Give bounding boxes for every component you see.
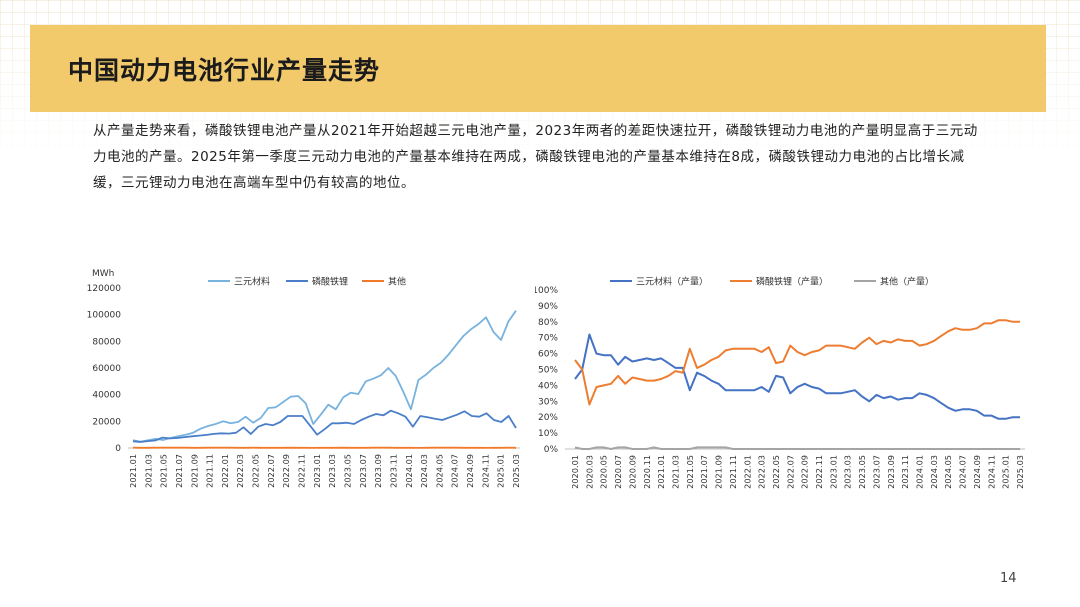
x-tick-label: 2022.09 <box>800 455 810 489</box>
summary-paragraph: 从产量走势来看，磷酸铁锂电池产量从2021年开始超越三元电池产量，2023年两者… <box>93 123 978 191</box>
y-tick-label: 20000 <box>92 417 121 427</box>
x-tick-label: 2024.01 <box>915 455 925 489</box>
x-tick-label: 2023.01 <box>828 455 838 489</box>
x-tick-label: 2022.01 <box>220 454 230 488</box>
x-tick-label: 2021.09 <box>189 454 199 488</box>
x-tick-label: 2025.01 <box>1001 455 1011 489</box>
x-tick-label: 2021.05 <box>159 454 169 488</box>
x-tick-label: 2025.03 <box>1015 455 1025 489</box>
y-tick-label: 90% <box>538 302 558 312</box>
line-series-1 <box>574 319 1020 406</box>
y-tick-label: 120000 <box>87 284 122 294</box>
x-tick-label: 2024.05 <box>943 455 953 489</box>
x-tick-label: 2021.09 <box>714 455 724 489</box>
x-tick-label: 2022.03 <box>757 455 767 489</box>
page-number: 14 <box>1000 571 1017 586</box>
x-tick-label: 2024.01 <box>404 454 414 488</box>
y-tick-label: 50% <box>538 366 558 376</box>
legend-label: 其他（产量） <box>880 276 934 288</box>
x-tick-label: 2024.03 <box>929 455 939 489</box>
x-tick-label: 2023.05 <box>857 455 867 489</box>
legend-label: 三元材料（产量） <box>636 276 708 288</box>
y-tick-label: 80% <box>538 318 558 328</box>
x-tick-label: 2025.03 <box>511 454 521 488</box>
y-tick-label: 80000 <box>92 337 121 347</box>
x-tick-label: 2021.07 <box>174 454 184 488</box>
x-tick-label: 2020.05 <box>599 455 609 489</box>
y-tick-label: 60000 <box>92 364 121 374</box>
x-tick-label: 2020.11 <box>642 455 652 489</box>
title-banner: 中国动力电池行业产量走势 <box>30 25 1046 112</box>
x-tick-label: 2023.09 <box>373 454 383 488</box>
x-tick-label: 2020.03 <box>584 455 594 489</box>
y-tick-label: 100000 <box>87 311 122 321</box>
line-series-0 <box>574 333 1020 420</box>
y-tick-label: 0 <box>115 444 121 454</box>
y-tick-label: 0% <box>544 445 559 455</box>
production-volume-chart: MWh 0 20000 40000 60000 80000 100000 120000 2021… <box>80 262 530 492</box>
x-tick-label: 2023.11 <box>388 454 398 488</box>
x-tick-label: 2020.07 <box>613 455 623 489</box>
chart-0-svg: MWh 0 20000 40000 60000 80000 100000 120000 2021… <box>87 269 521 488</box>
x-tick-label: 2024.07 <box>958 455 968 489</box>
x-tick-label: 2022.05 <box>251 454 261 488</box>
x-tick-label: 2024.09 <box>465 454 475 488</box>
x-tick-label: 2022.07 <box>266 454 276 488</box>
page-title: 中国动力电池行业产量走势 <box>68 56 381 85</box>
x-tick-label: 2024.09 <box>972 455 982 489</box>
line-series-2 <box>574 446 1020 450</box>
y-tick-label: 40000 <box>92 391 121 401</box>
x-tick-label: 2023.01 <box>312 454 322 488</box>
x-tick-label: 2023.09 <box>886 455 896 489</box>
x-tick-label: 2021.01 <box>128 454 138 488</box>
x-tick-label: 2023.03 <box>327 454 337 488</box>
x-tick-label: 2021.01 <box>656 455 666 489</box>
line-series-0 <box>132 310 517 443</box>
x-tick-label: 2022.09 <box>281 454 291 488</box>
y-axis-unit-label: MWh <box>92 269 114 279</box>
x-tick-label: 2022.11 <box>814 455 824 489</box>
production-share-chart: 0% 10% 20% 30% 40% 50% 60% 70% 80% 90% 100% 2020.01… <box>532 272 1035 497</box>
x-tick-label: 2024.03 <box>419 454 429 488</box>
x-tick-label: 2023.07 <box>871 455 881 489</box>
y-tick-label: 70% <box>538 334 558 344</box>
x-tick-label: 2022.07 <box>785 455 795 489</box>
y-tick-label: 20% <box>538 413 558 423</box>
legend-label: 其他 <box>388 276 406 288</box>
x-tick-label: 2021.11 <box>205 454 215 488</box>
x-tick-label: 2024.11 <box>986 455 996 489</box>
y-tick-label: 40% <box>538 381 558 391</box>
y-tick-label: 60% <box>538 350 558 360</box>
x-tick-label: 2020.01 <box>570 455 580 489</box>
x-tick-label: 2023.05 <box>342 454 352 488</box>
x-tick-label: 2021.05 <box>685 455 695 489</box>
y-tick-label: 30% <box>538 397 558 407</box>
y-tick-label: 10% <box>538 429 558 439</box>
x-tick-label: 2021.03 <box>670 455 680 489</box>
x-tick-label: 2021.11 <box>728 455 738 489</box>
x-tick-label: 2022.05 <box>771 455 781 489</box>
x-tick-label: 2022.01 <box>742 455 752 489</box>
x-tick-label: 2021.03 <box>143 454 153 488</box>
x-tick-label: 2024.11 <box>480 454 490 488</box>
legend-label: 磷酸铁锂 <box>312 276 348 288</box>
x-tick-label: 2021.07 <box>699 455 709 489</box>
x-tick-label: 2024.07 <box>450 454 460 488</box>
x-tick-label: 2023.07 <box>358 454 368 488</box>
legend-label: 三元材料 <box>234 276 270 288</box>
line-series-1 <box>132 409 517 443</box>
legend-label: 磷酸铁锂（产量） <box>756 276 828 288</box>
x-tick-label: 2025.01 <box>496 454 506 488</box>
x-tick-label: 2024.05 <box>434 454 444 488</box>
chart-1-svg: 0% 10% 20% 30% 40% 50% 60% 70% 80% 90% 100% 2020.01… <box>532 276 1025 489</box>
x-tick-label: 2022.03 <box>235 454 245 488</box>
x-tick-label: 2023.11 <box>900 455 910 489</box>
y-tick-label: 100% <box>535 286 558 296</box>
x-tick-label: 2020.09 <box>627 455 637 489</box>
x-tick-label: 2023.03 <box>843 455 853 489</box>
x-tick-label: 2022.11 <box>297 454 307 488</box>
